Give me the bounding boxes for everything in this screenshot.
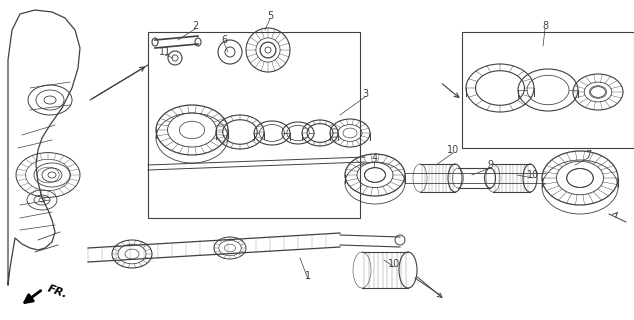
Text: 5: 5 — [267, 11, 273, 21]
Text: 7: 7 — [585, 150, 591, 160]
Text: 10: 10 — [527, 170, 539, 180]
Text: 2: 2 — [192, 21, 198, 31]
Text: 3: 3 — [362, 89, 368, 99]
Text: 8: 8 — [542, 21, 548, 31]
Text: 4: 4 — [372, 153, 378, 163]
Text: FR.: FR. — [46, 284, 69, 300]
Text: 10: 10 — [388, 259, 400, 269]
Text: 9: 9 — [487, 160, 493, 170]
Text: 11: 11 — [159, 47, 171, 57]
Text: 6: 6 — [221, 35, 227, 45]
Text: 1: 1 — [305, 271, 311, 281]
Text: 10: 10 — [447, 145, 459, 155]
